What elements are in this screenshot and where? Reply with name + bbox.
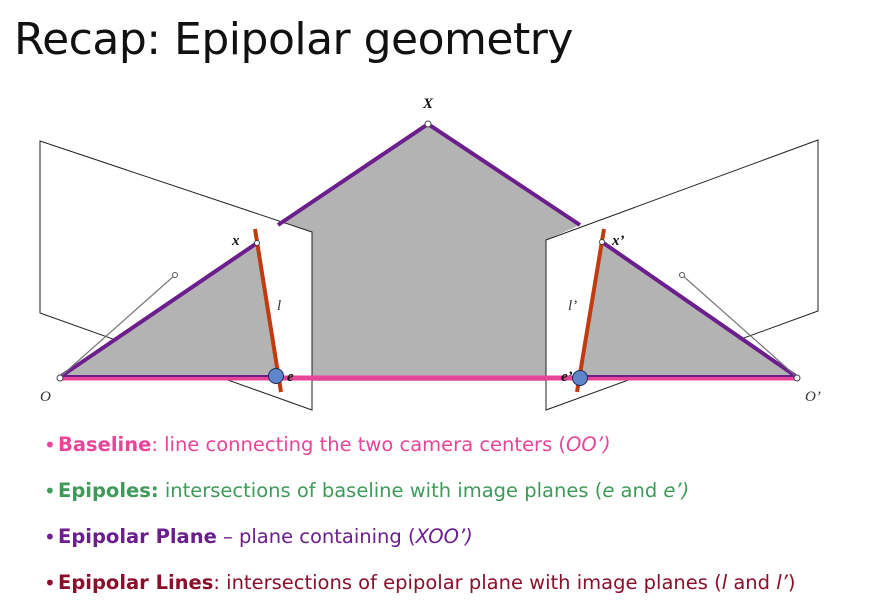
plane-edge-right [600,240,799,379]
point-x [254,240,260,246]
plane-edge-left [58,241,259,379]
slide-title: Recap: Epipolar geometry [14,14,573,65]
epipolar-geometry-diagram: X x x’ l l’ e e’ O O’ [39,96,821,411]
epipolar-line-left [253,228,283,393]
point-O-prime [793,374,801,382]
plane-edge-left-upper [276,122,430,227]
bullet-text: : intersections of epipolar plane with i… [213,571,722,594]
left-ray-end [172,272,178,278]
bullet-baseline: • Baseline: line connecting the two camer… [44,432,795,478]
bullet-dot: • [44,433,56,457]
bullet-em: l [721,571,728,594]
bullet-text-mid: and [614,479,664,502]
right-camera-ray [681,274,798,378]
left-plane-triangle [60,243,277,377]
bullet-term: Epipolar Lines [58,571,214,594]
point-x-prime [599,239,605,245]
bullet-tail: ) [787,571,796,594]
epipolar-line-right [575,228,606,393]
bullet-epipolar-lines: • Epipolar Lines: intersections of epipol… [44,570,796,616]
bullet-dot: • [44,571,56,595]
bullet-text: intersections of baseline with image pla… [158,479,603,502]
bullet-epipoles: • Epipoles: intersections of baseline wit… [44,478,795,524]
right-plane-triangle [580,242,797,377]
bullet-dot: • [44,479,56,503]
label-X: X [422,96,434,112]
bullet-term: Epipolar Plane [58,525,217,548]
right-ray-end [679,272,685,278]
bullet-text-mid: and [727,571,777,594]
bullet-em-2: e’) [663,479,690,502]
bullet-em-2: l’ [776,571,788,594]
label-l-prime: l’ [568,298,577,314]
label-e-prime: e’ [561,369,573,385]
plane-edge-right-upper [426,122,582,227]
point-O [56,374,64,382]
epipolar-plane [278,124,580,381]
label-x-prime: x’ [611,233,625,249]
bullet-em: OO’) [566,433,611,456]
bullet-em: XOO’) [415,525,473,548]
label-e: e [287,369,294,385]
bullet-em: e [602,479,615,502]
bullet-epipolar-plane: • Epipolar Plane – plane containing (XOO’… [44,524,795,570]
label-l: l [277,298,281,314]
bullet-text: : line connecting the two camera centers… [151,433,567,456]
epipole-e [268,368,284,384]
epipole-e-prime [572,370,588,386]
point-X [424,120,432,128]
label-O: O [40,389,51,405]
bullet-term: Epipoles: [58,479,159,502]
label-O-prime: O’ [805,389,821,405]
bullet-text: – plane containing ( [216,525,416,548]
left-camera-ray [59,274,176,378]
bullet-dot: • [44,525,56,549]
bullet-term: Baseline [58,433,152,456]
label-x: x [231,233,240,249]
bullet-list: • Baseline: line connecting the two camer… [44,432,796,616]
